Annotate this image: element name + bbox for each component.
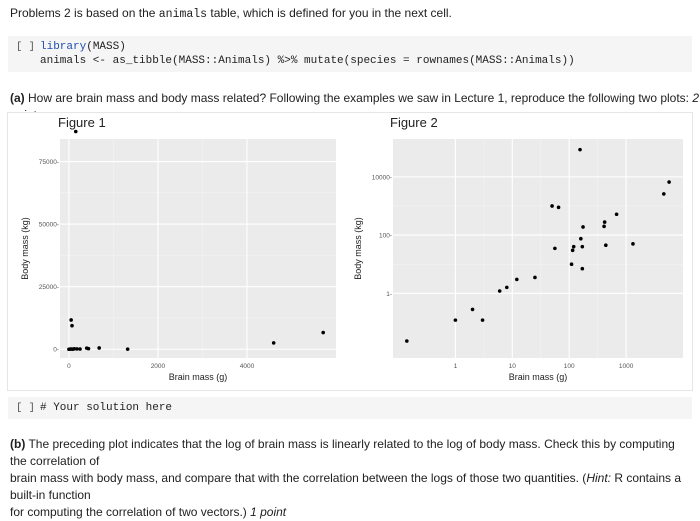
- fig2-point: [550, 204, 554, 208]
- fig2-y-axis-label: Body mass (kg): [353, 217, 363, 280]
- fig2-point: [570, 248, 575, 253]
- fig1-y-tick-label: 25000-: [39, 284, 59, 291]
- fig2-point: [579, 236, 583, 241]
- fig1-point: [72, 346, 77, 351]
- fig2-x-tick-label: 10: [509, 363, 517, 370]
- fig2-point: [571, 244, 576, 249]
- fig2-point: [662, 192, 666, 196]
- fig2-y-tick-label: 10000-: [372, 174, 392, 181]
- inline-code-animals: animals: [158, 8, 208, 21]
- fig2-point: [602, 224, 606, 229]
- fig2-point: [405, 339, 409, 343]
- fig2-x-tick-label: 100: [564, 363, 575, 370]
- fig1-point: [69, 318, 73, 322]
- run-cell-button[interactable]: [ ]: [16, 402, 35, 414]
- part-b-line-3: for computing the correlation of two vec…: [10, 505, 287, 519]
- fig2-point: [497, 289, 502, 293]
- fig1-point: [86, 346, 91, 351]
- fig1-point: [78, 347, 82, 351]
- fig2-point: [470, 307, 475, 312]
- figure-2-plot: Figure 2 1 10 100 1000 1- 100- 10000- Brain mass…: [353, 115, 683, 382]
- part-b-line-1: (b) The preceding plot indicates that th…: [10, 437, 675, 468]
- fig1-x-tick-label: 2000: [151, 363, 166, 370]
- intro-text: Problems 2 is based on the animals table…: [10, 6, 452, 21]
- code-cell-library[interactable]: [ ] library(MASS) animals <- as_tibble(M…: [8, 36, 692, 72]
- code-line-1: library(MASS): [40, 41, 126, 53]
- fig2-point: [556, 205, 561, 210]
- fig2-x-tick-label: 1000: [619, 363, 634, 370]
- fig2-y-tick-label: 100-: [379, 233, 392, 240]
- part-b-text: (b) The preceding plot indicates that th…: [10, 436, 690, 521]
- fig2-point: [602, 220, 607, 224]
- fig1-point: [97, 346, 101, 350]
- fig1-point: [70, 323, 74, 328]
- figure-1-plot: Figure 1 0 2000 4000 0- 25000- 50000- 75000- Bra…: [20, 115, 336, 382]
- fig2-point: [453, 318, 458, 322]
- fig1-y-tick-label: 0-: [53, 347, 59, 354]
- fig2-x-tick-label: 1: [454, 363, 458, 370]
- fig1-y-tick-label: 75000-: [39, 159, 59, 166]
- fig2-panel: [393, 139, 683, 358]
- fig2-point: [569, 262, 574, 267]
- fig2-point: [580, 266, 585, 271]
- fig2-y-tick-label: 1-: [386, 291, 392, 298]
- cell-output: Figure 1 0 2000 4000 0- 25000- 50000- 75000- Bra…: [8, 113, 692, 390]
- fig2-point: [504, 285, 509, 290]
- fig2-point: [631, 242, 635, 246]
- fig1-point: [75, 347, 79, 351]
- fig2-point: [553, 246, 557, 251]
- run-cell-button[interactable]: [ ]: [16, 41, 35, 53]
- fig2-point: [480, 318, 485, 322]
- fig1-point: [271, 341, 276, 345]
- fig1-y-tick-label: 50000-: [39, 222, 59, 229]
- code-cell-solution[interactable]: [ ] # Your solution here: [8, 397, 692, 419]
- fig2-x-axis-label: Brain mass (g): [509, 372, 568, 382]
- fig1-point: [73, 129, 78, 134]
- fig2-point: [667, 180, 671, 184]
- part-b-line-2: brain mass with body mass, and compare t…: [10, 471, 682, 502]
- fig2-point: [533, 275, 537, 280]
- fig1-y-axis-label: Body mass (kg): [20, 217, 30, 280]
- fig1-x-axis-label: Brain mass (g): [169, 372, 228, 382]
- fig1-point: [321, 330, 325, 335]
- fig2-point: [515, 277, 519, 282]
- fig2-point: [581, 225, 585, 229]
- fig2-title: Figure 2: [390, 115, 438, 130]
- fig2-point: [578, 147, 582, 152]
- fig2-point: [604, 243, 608, 247]
- fig2-point: [614, 212, 619, 217]
- fig1-panel: [60, 139, 336, 358]
- code-comment: # Your solution here: [40, 402, 173, 414]
- fig2-point: [580, 244, 585, 249]
- fig1-title: Figure 1: [58, 115, 106, 130]
- code-line-2: animals <- as_tibble(MASS::Animals) %>% …: [40, 55, 575, 67]
- fig1-x-tick-label: 0: [67, 363, 71, 370]
- fig1-x-tick-label: 4000: [240, 363, 255, 370]
- fig1-point: [125, 347, 130, 351]
